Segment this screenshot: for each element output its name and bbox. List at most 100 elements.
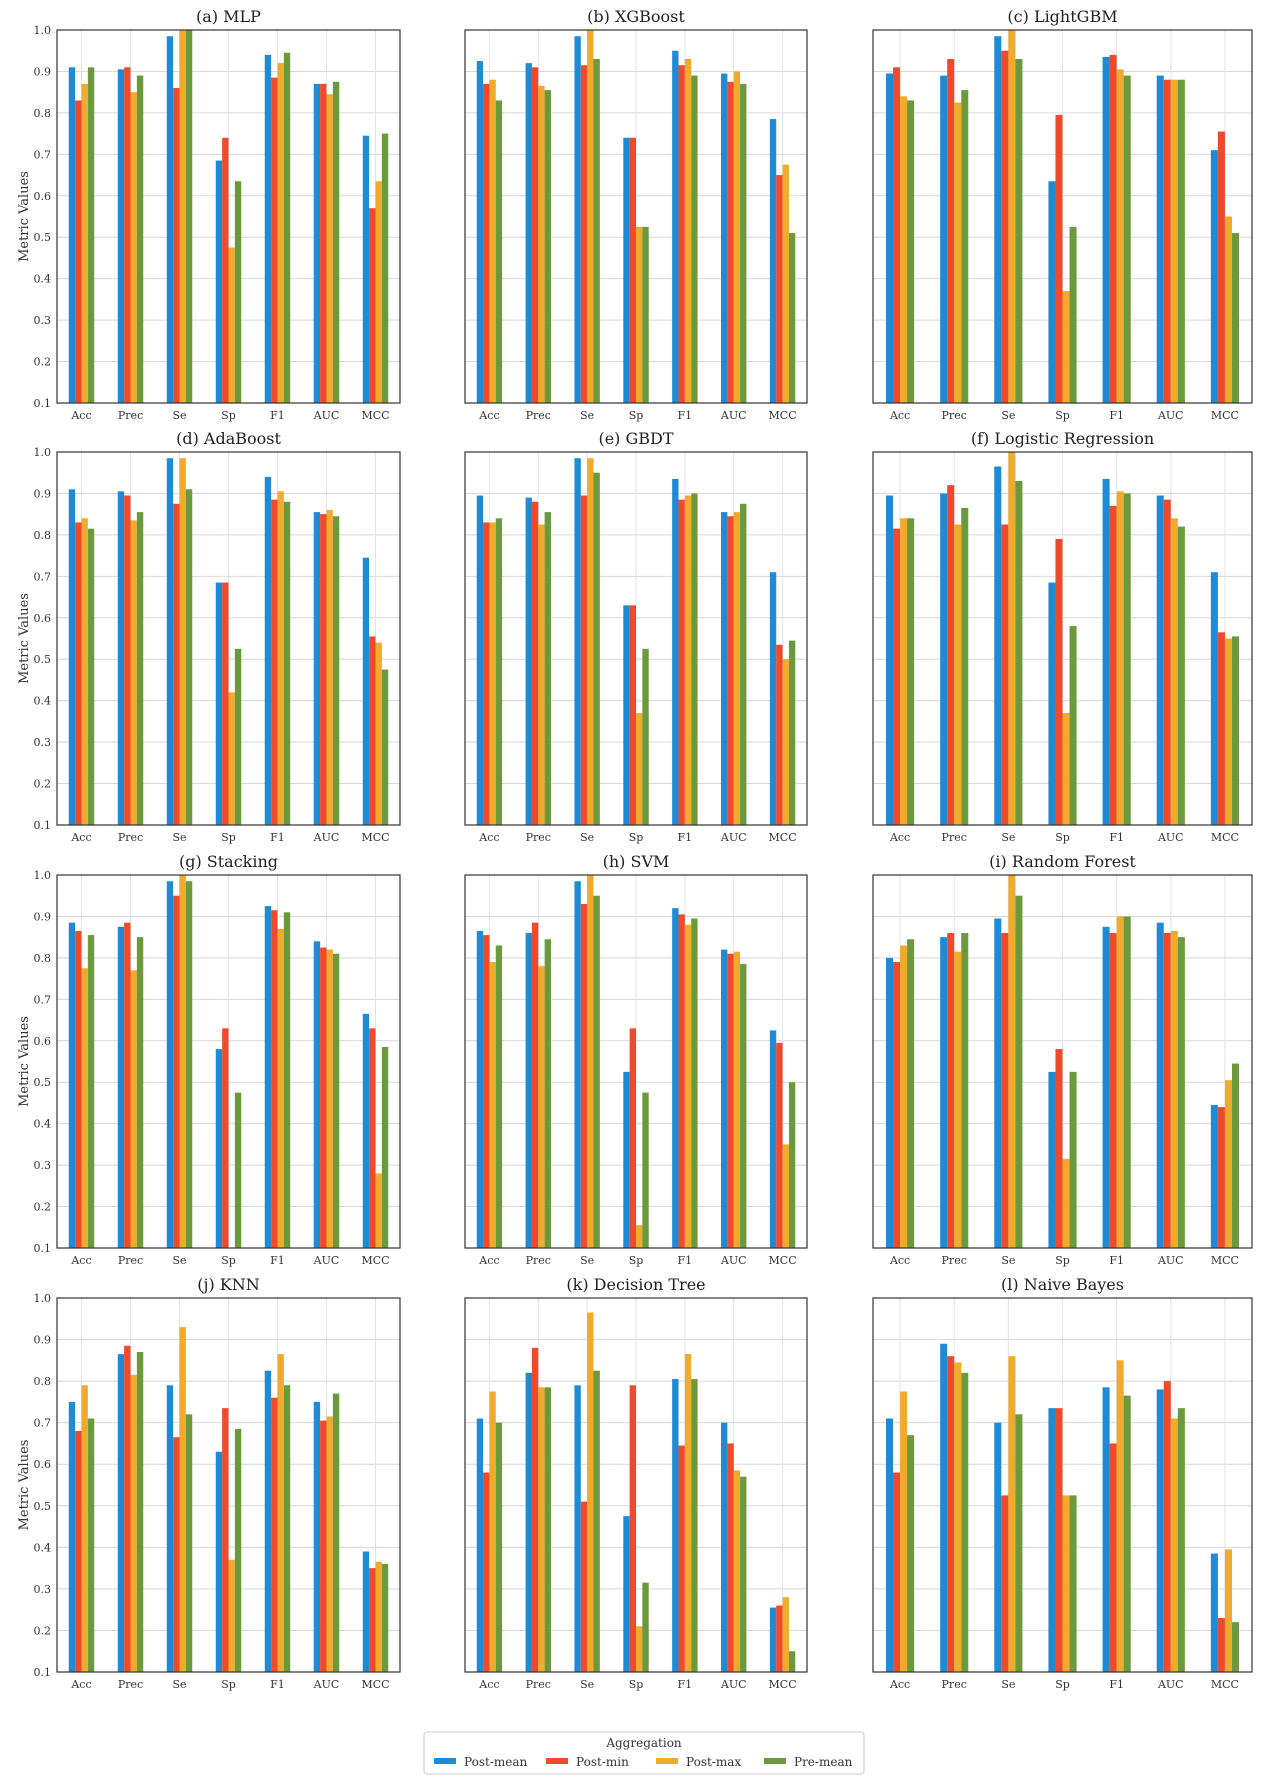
x-tick-label-acc: Acc	[889, 409, 910, 422]
bar-post-max-mcc	[375, 1561, 382, 1672]
x-tick-label-prec: Prec	[526, 1678, 551, 1691]
bar-post-max-sp	[636, 1225, 643, 1248]
bar-post-max-acc	[489, 1391, 496, 1672]
panels: 0.1 0.2 0.3 0.4 0.5 0.6 0.7 0.8 0.9 1.0 Acc Prec Se S…	[17, 7, 1253, 1691]
bar-post-min-sp	[222, 137, 229, 403]
y-tick-label: 0.4	[34, 1541, 52, 1554]
bar-post-mean-acc	[885, 495, 894, 825]
legend-label-post-min: Post-min	[576, 1755, 629, 1769]
bar-post-min-acc	[483, 83, 490, 403]
bar-pre-mean-mcc	[1231, 1063, 1240, 1248]
panel-title: (a) MLP	[196, 7, 261, 26]
x-tick-label-sp: Sp	[1055, 831, 1070, 844]
bar-post-max-sp	[636, 1626, 643, 1672]
bar-post-min-prec	[947, 485, 955, 825]
panel-title: (e) GBDT	[598, 429, 673, 448]
bar-post-max-se	[587, 1312, 594, 1672]
y-tick-label: 0.9	[34, 1334, 52, 1347]
panel-e-gbdt: Acc Prec Se Sp F1 AUC MCC (e) GBDT	[464, 429, 808, 844]
x-tick-label-auc: AUC	[313, 1678, 340, 1691]
bar-post-max-f1	[684, 59, 692, 404]
bar-pre-mean-acc	[495, 945, 503, 1248]
x-tick-label-prec: Prec	[118, 831, 143, 844]
x-tick-label-auc: AUC	[1157, 409, 1184, 422]
bar-pre-mean-f1	[1123, 75, 1131, 403]
x-tick-label-se: Se	[1001, 1254, 1015, 1267]
panel-l-naive-bayes: Acc Prec Se Sp F1 AUC MCC (l) Naive Bayes	[872, 1275, 1253, 1691]
bar-post-min-f1	[1109, 933, 1117, 1248]
x-tick-label-sp: Sp	[221, 831, 236, 844]
bar-post-max-auc	[1170, 518, 1178, 825]
bar-post-max-se	[179, 1327, 186, 1672]
axes-frame	[464, 1297, 808, 1673]
y-tick-label: 0.6	[34, 1458, 52, 1471]
bar-post-min-prec	[947, 59, 955, 404]
bar-post-min-prec	[947, 1356, 955, 1672]
bar-post-min-f1	[271, 77, 278, 404]
bar-post-mean-auc	[721, 1422, 728, 1672]
bar-post-min-auc	[320, 947, 327, 1248]
bar-post-mean-acc	[476, 495, 484, 825]
bar-post-max-se	[1008, 30, 1016, 403]
x-tick-label-f1: F1	[678, 409, 693, 422]
bar-pre-mean-f1	[1123, 493, 1131, 825]
bar-pre-mean-mcc	[1231, 233, 1240, 403]
y-tick-label: 0.8	[34, 107, 52, 120]
bar-post-mean-mcc	[1210, 1105, 1218, 1248]
x-tick-label-auc: AUC	[313, 831, 340, 844]
bar-pre-mean-acc	[907, 939, 915, 1248]
bar-pre-mean-auc	[332, 1393, 340, 1672]
bar-post-mean-auc	[721, 512, 728, 825]
bar-post-max-f1	[1116, 69, 1124, 403]
bar-pre-mean-prec	[961, 1372, 969, 1672]
y-tick-label: 0.5	[34, 1076, 52, 1089]
bar-pre-mean-acc	[907, 100, 915, 403]
x-tick-label-auc: AUC	[720, 1678, 747, 1691]
bar-post-max-mcc	[782, 1597, 789, 1672]
x-tick-label-mcc: MCC	[361, 409, 389, 422]
y-tick-label: 0.7	[34, 570, 52, 583]
bar-post-max-f1	[1116, 916, 1124, 1248]
bar-pre-mean-sp	[642, 648, 649, 825]
bar-post-min-f1	[1109, 54, 1117, 403]
bar-pre-mean-f1	[691, 918, 698, 1248]
axes-frame	[56, 451, 401, 826]
x-tick-label-acc: Acc	[478, 1254, 499, 1267]
bar-pre-mean-auc	[1177, 1408, 1185, 1672]
legend-label-post-mean: Post-mean	[464, 1755, 527, 1769]
x-tick-label-se: Se	[580, 1254, 594, 1267]
x-tick-label-prec: Prec	[118, 409, 143, 422]
y-tick-label: 0.2	[34, 778, 52, 791]
x-tick-label-acc: Acc	[478, 409, 499, 422]
bar-post-min-mcc	[369, 1568, 376, 1672]
axes-frame	[464, 451, 808, 826]
bar-post-min-f1	[1109, 505, 1117, 825]
x-tick-label-mcc: MCC	[769, 831, 797, 844]
bar-post-min-mcc	[776, 644, 783, 825]
bar-pre-mean-sp	[234, 1428, 242, 1672]
panel-j-knn: 0.1 0.2 0.3 0.4 0.5 0.6 0.7 0.8 0.9 1.0 Acc Prec Se S…	[17, 1275, 401, 1691]
bar-post-mean-auc	[1156, 75, 1164, 403]
bar-post-mean-prec	[117, 1354, 125, 1672]
y-tick-label: 0.1	[34, 1666, 52, 1679]
y-axis-label: Metric Values	[17, 171, 32, 262]
bar-post-min-prec	[124, 495, 131, 825]
bar-post-min-se	[1001, 933, 1009, 1248]
bar-post-max-se	[1008, 875, 1016, 1248]
bar-post-mean-f1	[1102, 926, 1110, 1248]
bar-post-mean-auc	[721, 73, 728, 404]
bar-post-max-acc	[489, 79, 496, 403]
bar-pre-mean-mcc	[381, 1046, 389, 1248]
panel-g-stacking: 0.1 0.2 0.3 0.4 0.5 0.6 0.7 0.8 0.9 1.0 Acc Prec Se S…	[17, 852, 401, 1267]
bar-pre-mean-se	[1015, 895, 1023, 1248]
bar-post-min-se	[173, 1437, 180, 1672]
bar-post-max-f1	[277, 928, 284, 1248]
bar-post-max-prec	[538, 966, 545, 1248]
bar-post-min-f1	[271, 910, 278, 1248]
bar-post-min-se	[580, 65, 588, 403]
panel-title: (g) Stacking	[179, 852, 278, 871]
bar-post-min-se	[580, 1501, 588, 1672]
y-tick-label: 0.4	[34, 273, 52, 286]
y-tick-label: 0.1	[34, 1242, 52, 1255]
bar-pre-mean-acc	[87, 528, 95, 825]
